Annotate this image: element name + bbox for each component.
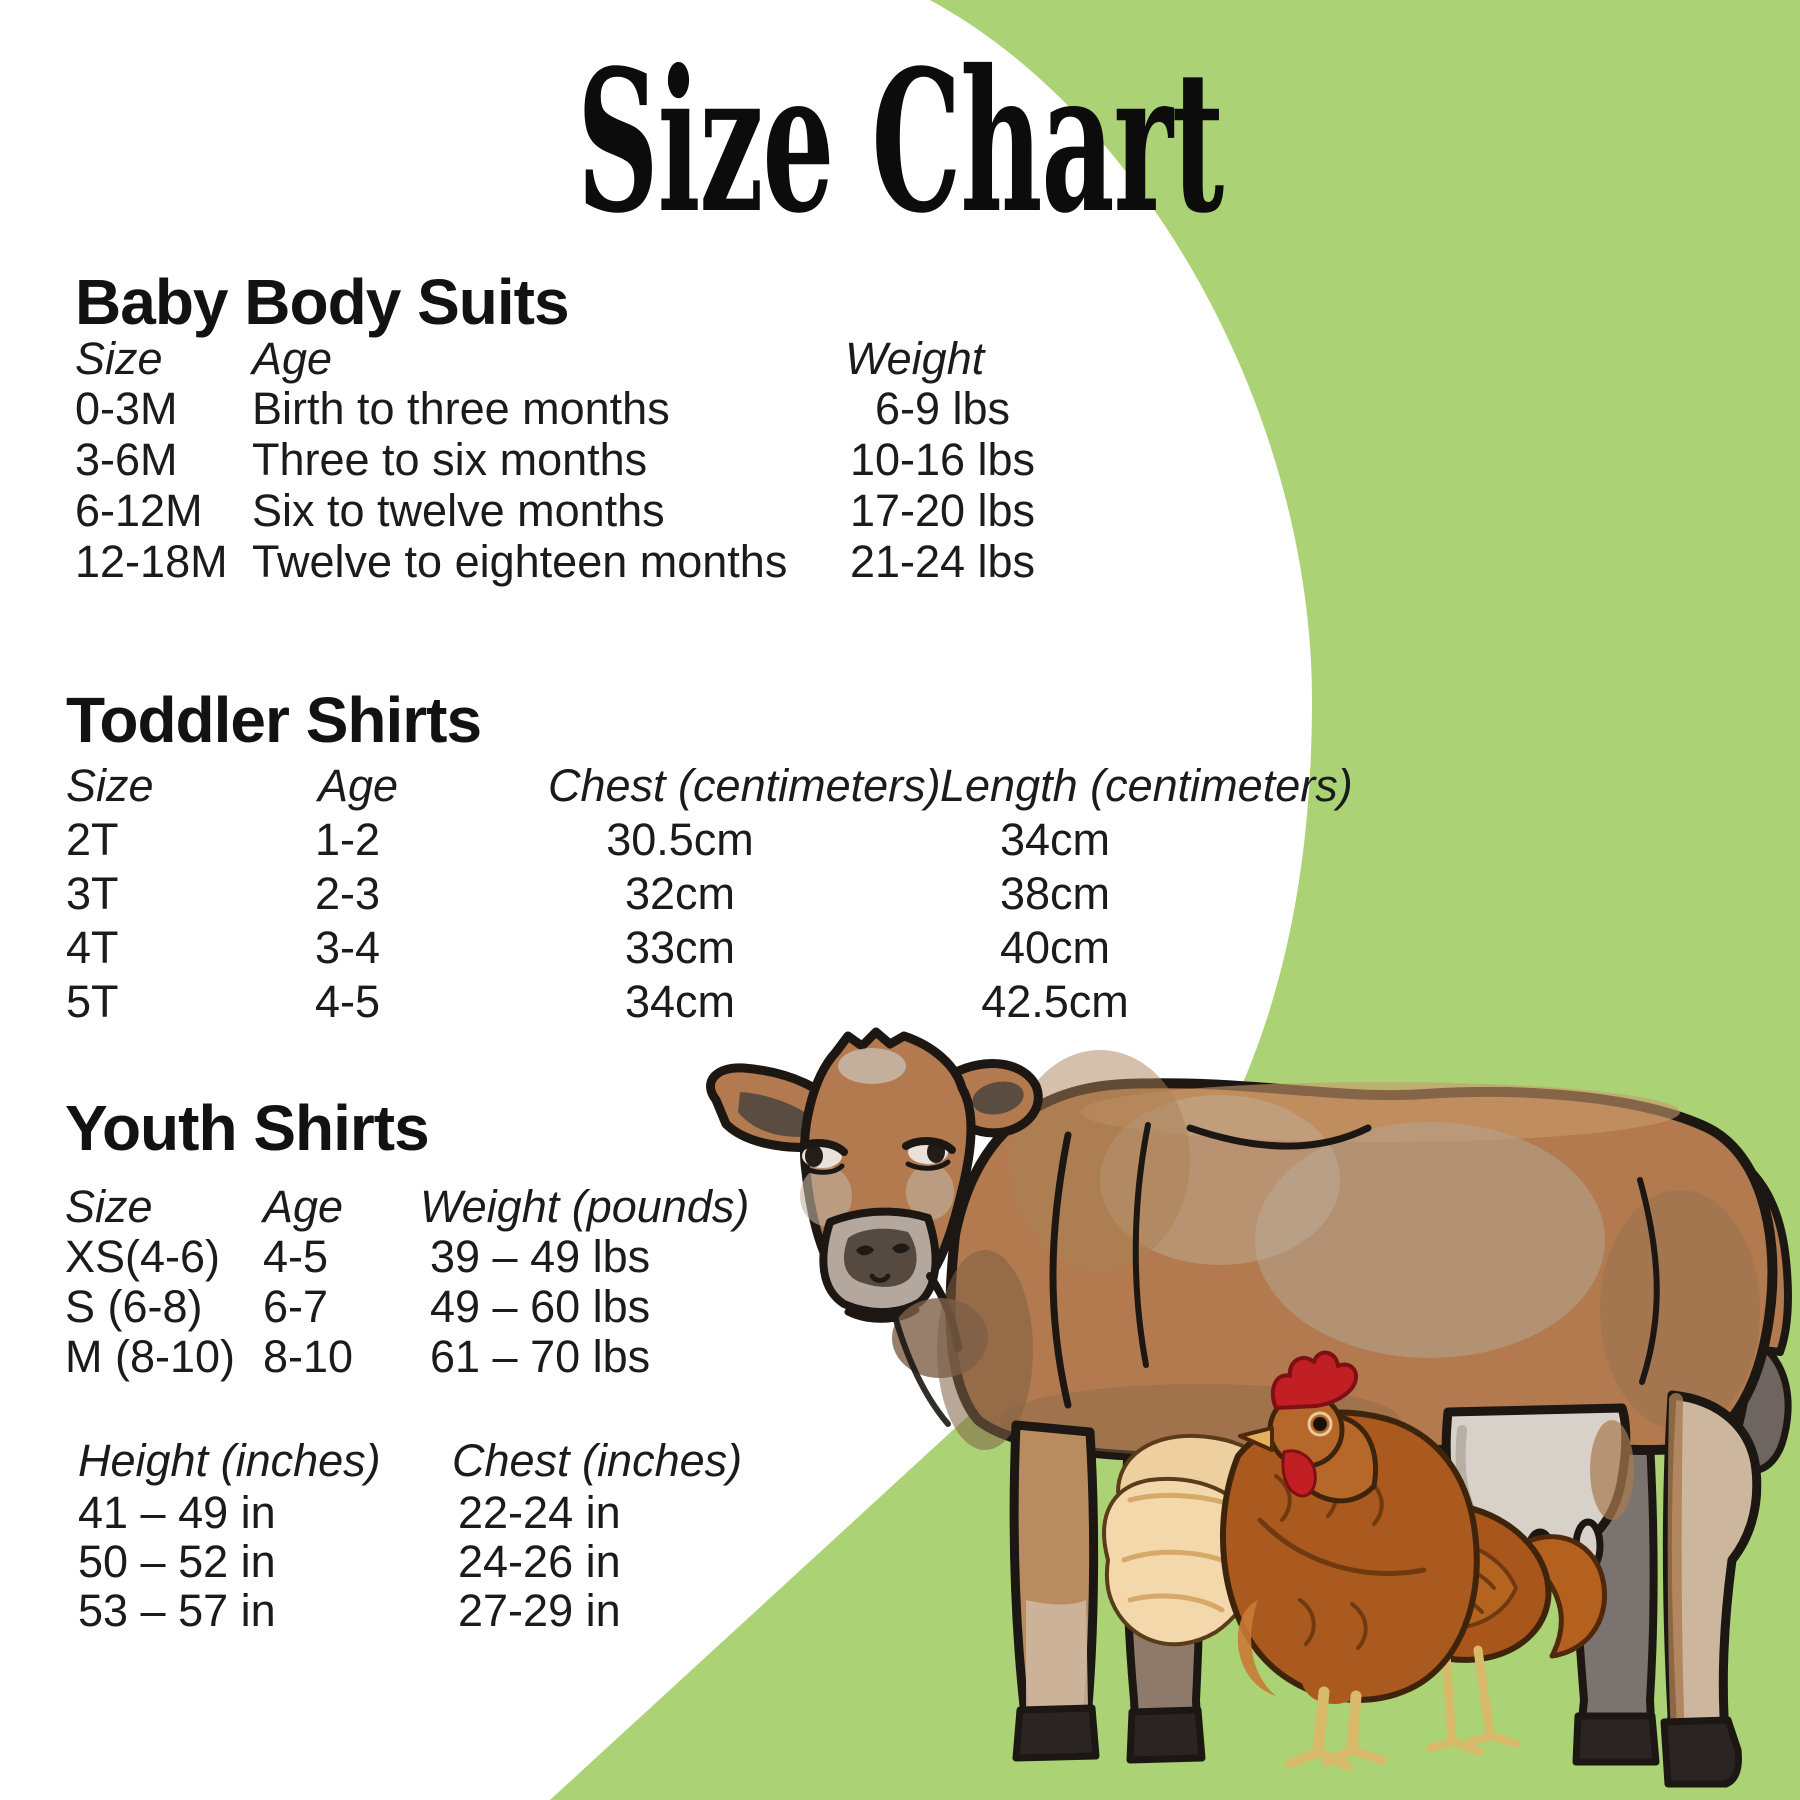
measure-header-chest: Chest (inches) [452, 1435, 743, 1486]
table-cell: 50 – 52 in [78, 1536, 276, 1587]
youth-section-heading: Youth Shirts [65, 1092, 430, 1164]
youth-header-weight: Weight (pounds) [420, 1181, 750, 1232]
table-cell: 49 – 60 lbs [430, 1281, 651, 1332]
table-cell: 6-7 [263, 1281, 329, 1332]
table-cell: 22-24 in [458, 1487, 621, 1538]
youth-header-size: Size [65, 1181, 153, 1232]
table-cell: 12-18M [75, 536, 228, 587]
hen-large-illustration [1102, 1350, 1480, 1771]
toddler-header-chest: Chest (centimeters) [548, 760, 941, 811]
table-cell: 3-4 [314, 922, 381, 973]
table-cell: 3-6M [75, 434, 178, 485]
baby-section-heading: Baby Body Suits [75, 266, 570, 338]
table-cell: M (8-10) [65, 1331, 236, 1382]
table-cell: 32cm [624, 868, 736, 919]
cow-head [706, 1027, 1043, 1427]
cow-rear-leg-near [1662, 1390, 1762, 1751]
table-cell: 6-9 lbs [874, 383, 1011, 434]
table-cell: 2-3 [314, 868, 381, 919]
baby-header-age: Age [252, 333, 333, 384]
hen-large-wattle [1281, 1449, 1317, 1498]
toddler-header-length: Length (centimeters) [940, 760, 1353, 811]
table-cell: 5T [66, 976, 119, 1027]
table-cell: Three to six months [252, 434, 648, 485]
table-cell: 42.5cm [981, 976, 1129, 1027]
table-cell: XS(4-6) [65, 1231, 221, 1282]
table-cell: 4T [66, 922, 119, 973]
table-cell: Birth to three months [252, 383, 670, 434]
table-cell: 30.5cm [606, 814, 754, 865]
youth-header-age: Age [263, 1181, 344, 1232]
table-cell: Six to twelve months [252, 485, 665, 536]
page-title: Size Chart [577, 27, 1224, 256]
table-cell: 4-5 [263, 1231, 329, 1282]
table-cell: 8-10 [263, 1331, 354, 1382]
baby-header-weight: Weight [845, 333, 985, 384]
measure-header-height: Height (inches) [78, 1435, 381, 1486]
table-cell: 0-3M [75, 383, 178, 434]
hen-large-comb [1270, 1350, 1358, 1410]
hen-large-beak [1238, 1426, 1274, 1452]
hen-large-eye [1313, 1417, 1327, 1431]
toddler-header-age: Age [318, 760, 399, 811]
table-cell: S (6-8) [65, 1281, 203, 1332]
table-cell: 17-20 lbs [849, 485, 1036, 536]
table-cell: 33cm [624, 922, 736, 973]
table-cell: 4-5 [314, 976, 381, 1027]
table-cell: 2T [66, 814, 119, 865]
table-cell: 3T [66, 868, 119, 919]
table-cell: 41 – 49 in [78, 1487, 276, 1538]
table-cell: 34cm [999, 814, 1111, 865]
baby-header-size: Size [75, 333, 163, 384]
toddler-header-size: Size [66, 760, 154, 811]
table-cell: 38cm [999, 868, 1111, 919]
table-cell: 6-12M [75, 485, 203, 536]
table-cell: 40cm [999, 922, 1111, 973]
table-cell: 61 – 70 lbs [430, 1331, 651, 1382]
table-cell: 24-26 in [458, 1536, 621, 1587]
table-cell: Twelve to eighteen months [252, 536, 788, 587]
table-cell: 39 – 49 lbs [430, 1231, 651, 1282]
table-cell: 10-16 lbs [849, 434, 1036, 485]
table-cell: 34cm [624, 976, 736, 1027]
table-cell: 1-2 [314, 814, 381, 865]
table-cell: 53 – 57 in [78, 1585, 276, 1636]
table-cell: 21-24 lbs [849, 536, 1036, 587]
toddler-section-heading: Toddler Shirts [66, 684, 482, 756]
table-cell: 27-29 in [458, 1585, 621, 1636]
